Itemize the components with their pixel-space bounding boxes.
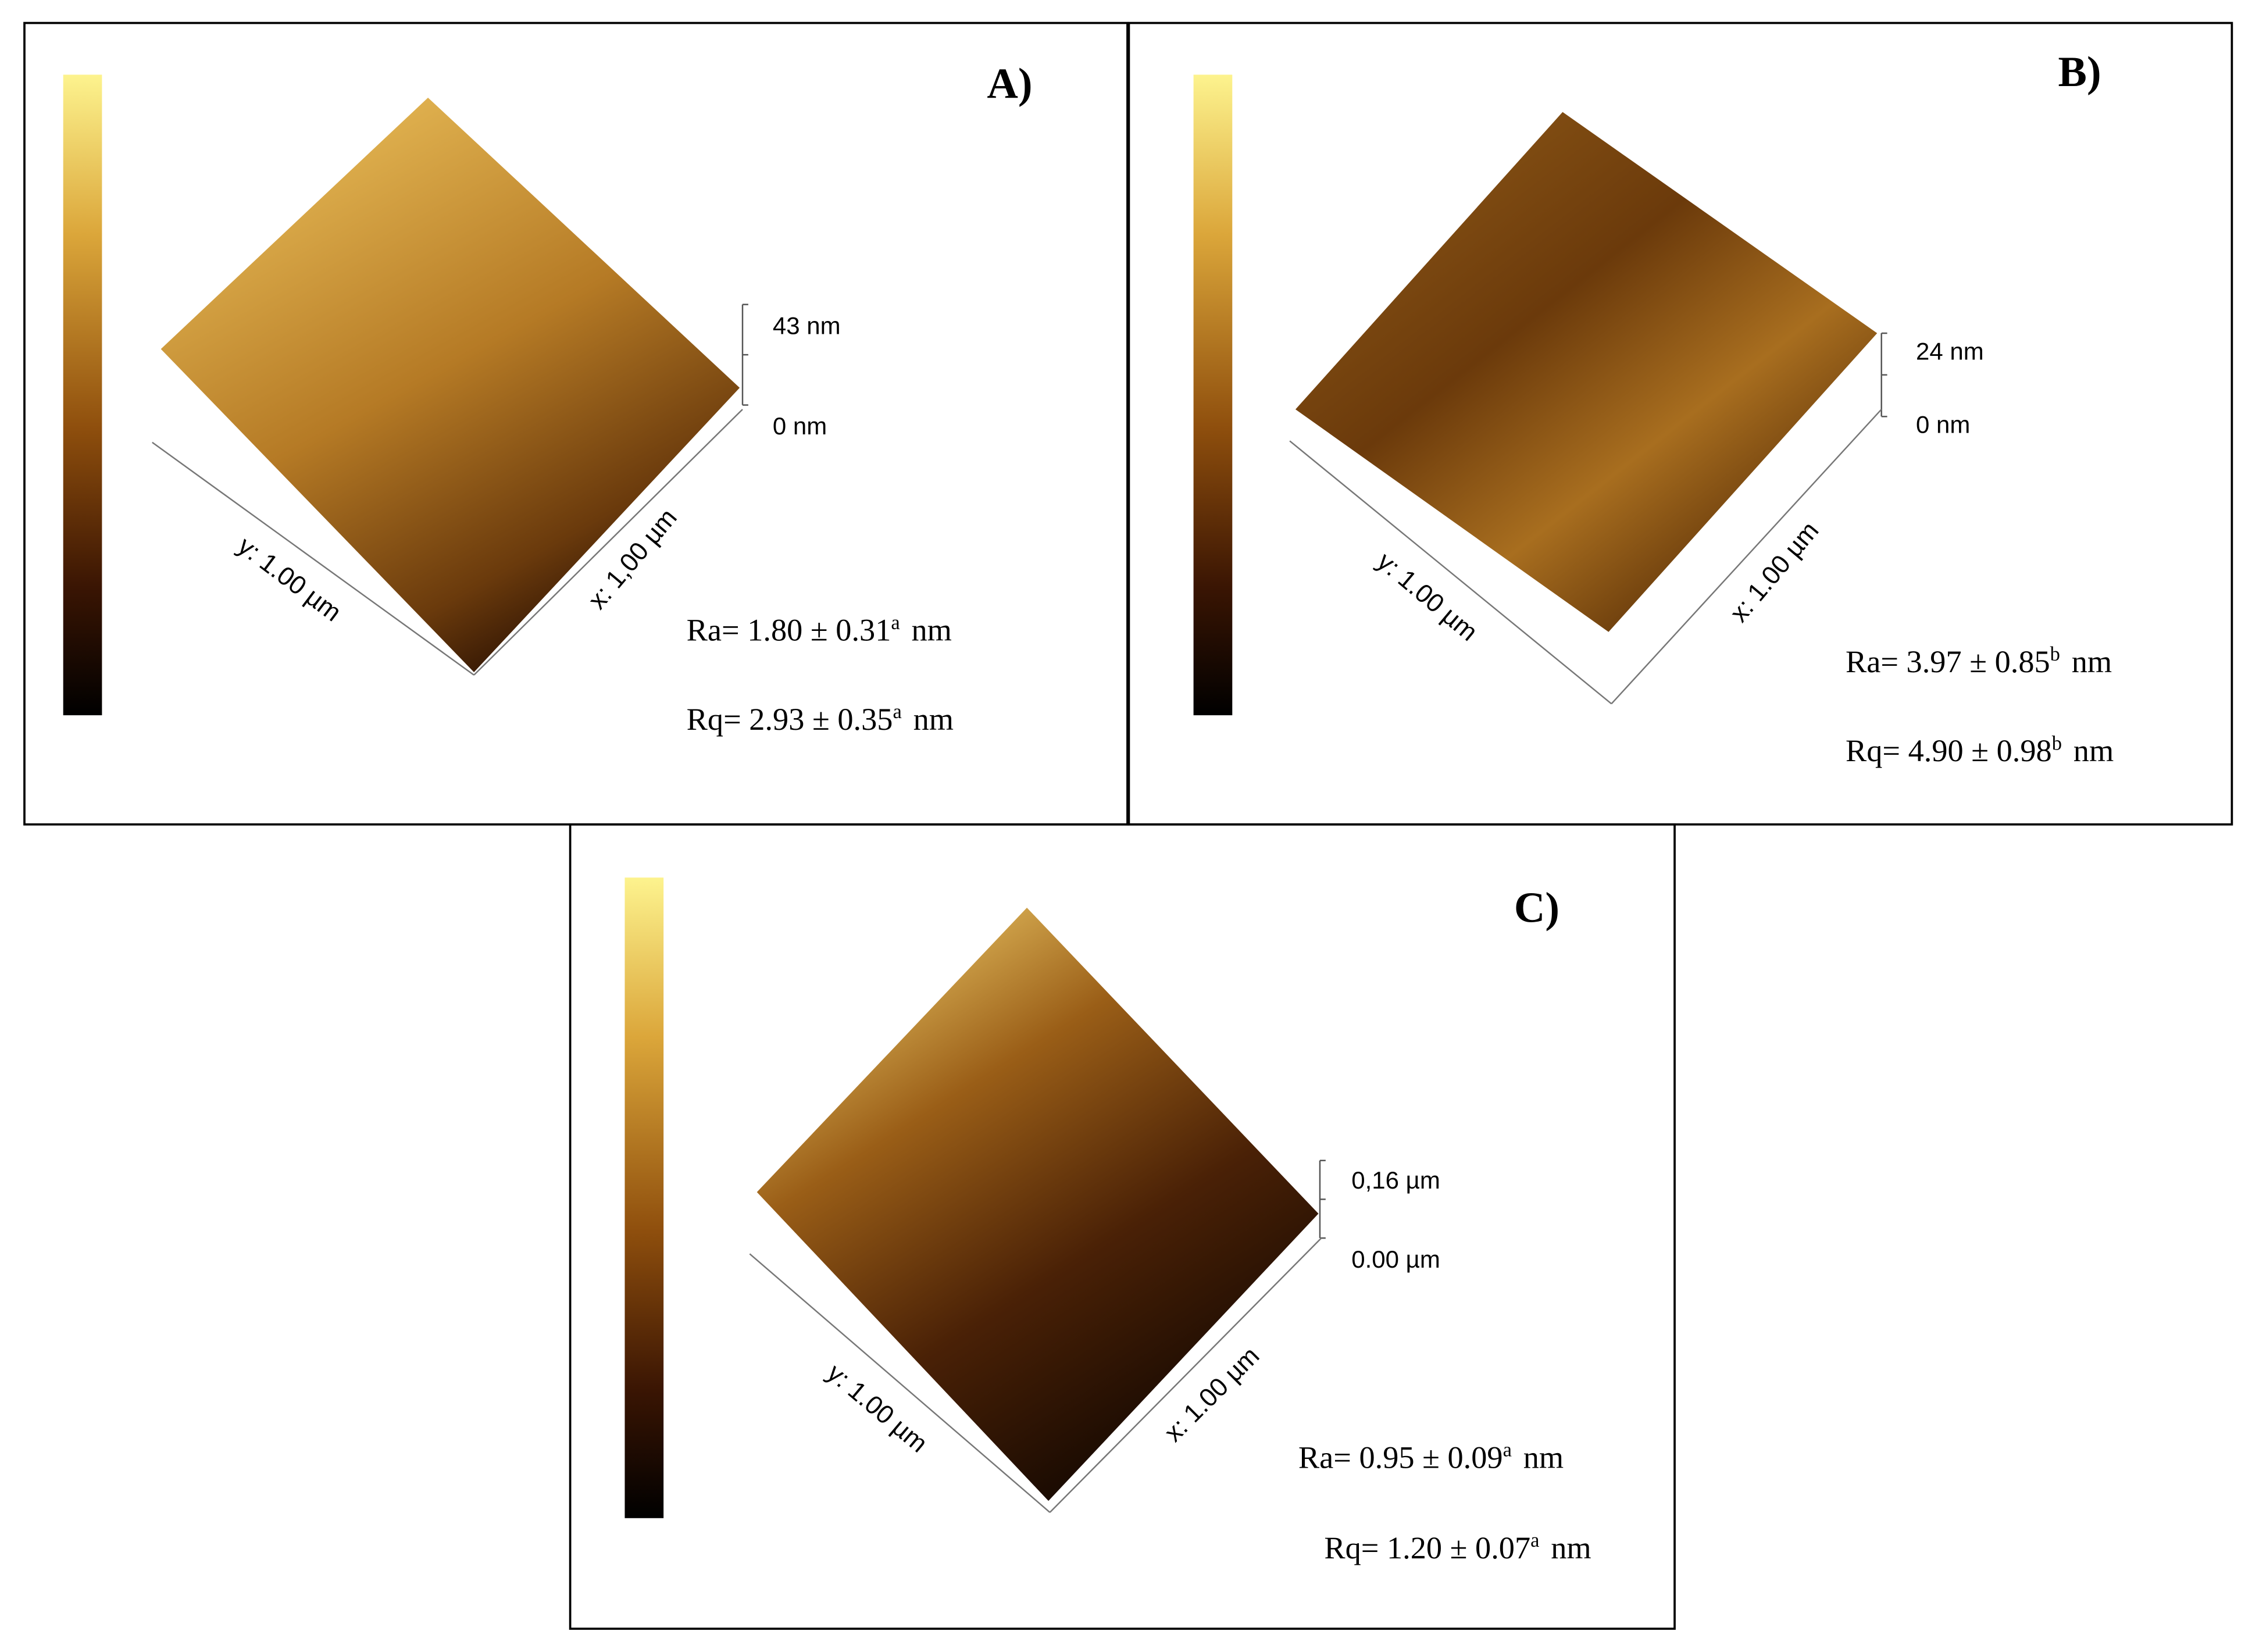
y-axis-label: y: 1.00 µm [822,1358,933,1458]
height-surface [1295,112,1878,632]
significance-letter: a [1503,1439,1512,1461]
roughness-rq: Rq= 2.93 ± 0.35a nm [687,701,954,737]
roughness-ra: Ra= 0.95 ± 0.09a nm [1298,1439,1564,1475]
afm-panel: B) 24 nm 0 nm y: 1.00 µm x: 1.00 µm Ra= 3.97 … [1127,22,2233,826]
z-max-label: 43 nm [773,312,841,339]
significance-letter: b [2050,643,2060,665]
roughness-value: Ra= 3.97 ± 0.85 [1846,644,2050,679]
roughness-rq: Rq= 1.20 ± 0.07a nm [1324,1529,1591,1565]
roughness-unit: nm [2073,733,2114,768]
z-max-label: 0,16 µm [1351,1166,1440,1194]
height-surface [160,97,740,672]
roughness-unit: nm [913,702,954,737]
y-axis-line [1289,440,1612,705]
y-axis-line [749,1253,1051,1513]
y-axis-label: y: 1.00 µm [1372,547,1483,647]
roughness-value: Rq= 2.93 ± 0.35 [687,702,893,737]
roughness-ra: Ra= 1.80 ± 0.31a nm [687,612,952,648]
roughness-unit: nm [2072,644,2112,679]
significance-letter: b [2052,732,2062,754]
significance-letter: a [893,701,901,723]
significance-letter: a [891,612,900,634]
x-axis-line [1611,409,1882,705]
roughness-unit: nm [1523,1440,1564,1475]
roughness-value: Ra= 1.80 ± 0.31 [687,613,891,648]
x-axis-line [473,409,743,676]
roughness-value: Rq= 4.90 ± 0.98 [1846,733,2052,768]
colorbar [624,877,664,1518]
panel-label: B) [2058,48,2101,96]
y-axis-line [152,441,474,676]
roughness-unit: nm [912,613,952,648]
z-min-label: 0.00 µm [1351,1246,1440,1273]
x-axis-line [1049,1237,1322,1513]
height-surface [756,908,1319,1501]
panel-border [1127,22,2233,826]
roughness-value: Rq= 1.20 ± 0.07 [1324,1530,1530,1565]
panel-label: C) [1514,884,1559,932]
y-axis-label: y: 1.00 µm [233,531,347,627]
roughness-unit: nm [1551,1530,1591,1565]
afm-panel: C)0,16 µm0.00 µmy: 1.00 µm x: 1.00 µmRa= … [569,823,1676,1630]
x-axis-label: x: 1.00 µm [1725,516,1825,627]
significance-letter: a [1530,1529,1539,1551]
panel-border [569,823,1676,1630]
panel-label: A) [987,60,1032,108]
colorbar [63,74,102,716]
z-min-label: 0 nm [773,412,827,440]
roughness-value: Ra= 0.95 ± 0.09 [1298,1440,1503,1475]
roughness-rq: Rq= 4.90 ± 0.98b nm [1846,732,2114,768]
z-max-label: 24 nm [1916,338,1984,365]
colorbar [1193,74,1233,716]
roughness-ra: Ra= 3.97 ± 0.85b nm [1846,643,2112,679]
z-min-label: 0 nm [1916,411,1970,438]
